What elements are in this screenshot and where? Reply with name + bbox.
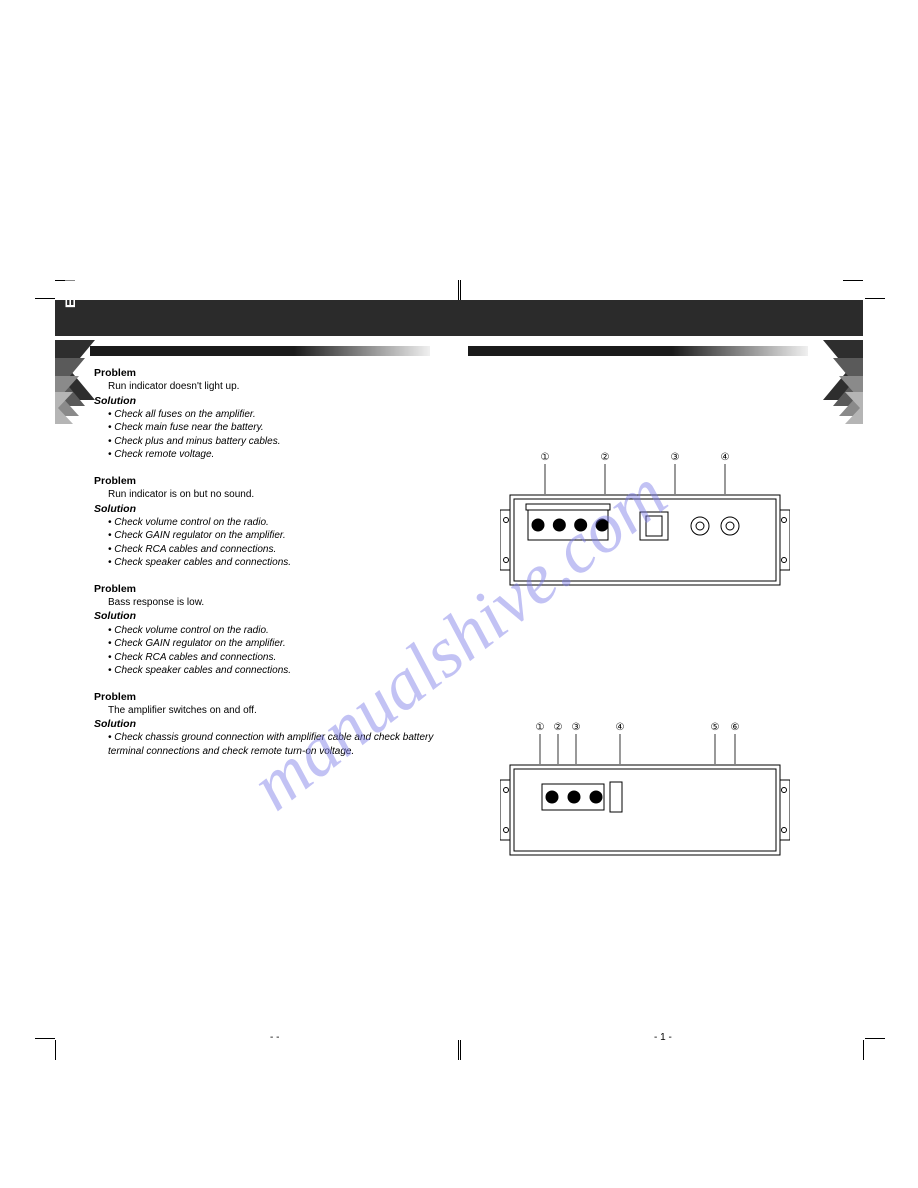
- problem-text: Bass response is low.: [94, 596, 454, 610]
- gradient-bar-right: [468, 346, 808, 356]
- svg-text:①: ①: [541, 452, 550, 463]
- solution-item: Check volume control on the radio.: [94, 516, 454, 530]
- crop-mark: [865, 1038, 885, 1039]
- troubleshooting-column: Problem Run indicator doesn't light up. …: [94, 366, 454, 770]
- problem-heading: Problem: [94, 690, 454, 704]
- crop-mark: [863, 1040, 864, 1060]
- solution-item: Check RCA cables and connections.: [94, 651, 454, 665]
- svg-text:⑥: ⑥: [731, 722, 740, 733]
- crop-mark: [460, 280, 461, 300]
- svg-text:⑤: ⑤: [711, 722, 720, 733]
- solution-item: Check speaker cables and connections.: [94, 556, 454, 570]
- svg-text:②: ②: [601, 452, 610, 463]
- crop-mark: [843, 280, 863, 281]
- solution-heading: Solution: [94, 609, 454, 623]
- svg-text:③: ③: [671, 452, 680, 463]
- svg-text:①: ①: [536, 722, 545, 733]
- solution-item: Check all fuses on the amplifier.: [94, 408, 454, 422]
- problem-text: Run indicator doesn't light up.: [94, 380, 454, 394]
- solution-item: Check plus and minus battery cables.: [94, 435, 454, 449]
- problem-block: Problem Bass response is low. Solution C…: [94, 582, 454, 678]
- problem-heading: Problem: [94, 582, 454, 596]
- page-number-right: - 1 -: [654, 1032, 672, 1043]
- crop-mark: [35, 298, 55, 299]
- solution-heading: Solution: [94, 717, 454, 731]
- amplifier-diagram-bottom: ①②③ ④ ⑤⑥: [500, 720, 790, 860]
- page-number-left: - -: [270, 1032, 279, 1043]
- solution-item: Check main fuse near the battery.: [94, 421, 454, 435]
- solution-item: Check volume control on the radio.: [94, 624, 454, 638]
- solution-item: Check remote voltage.: [94, 448, 454, 462]
- solution-item: Check chassis ground connection with amp…: [94, 731, 454, 758]
- svg-text:④: ④: [616, 722, 625, 733]
- crop-mark: [55, 1040, 56, 1060]
- problem-text: Run indicator is on but no sound.: [94, 488, 454, 502]
- problem-heading: Problem: [94, 366, 454, 380]
- header-band: [55, 300, 863, 336]
- language-label-left: English: [62, 257, 78, 308]
- crop-mark: [458, 280, 459, 300]
- solution-item: Check RCA cables and connections.: [94, 543, 454, 557]
- crop-mark: [460, 1040, 461, 1060]
- solution-item: Check GAIN regulator on the amplifier.: [94, 529, 454, 543]
- crop-mark: [865, 298, 885, 299]
- problem-block: Problem The amplifier switches on and of…: [94, 690, 454, 759]
- gradient-bar-left: [90, 346, 430, 356]
- solution-item: Check GAIN regulator on the amplifier.: [94, 637, 454, 651]
- solution-heading: Solution: [94, 502, 454, 516]
- crop-mark: [458, 1040, 459, 1060]
- svg-text:②: ②: [554, 722, 563, 733]
- svg-text:③: ③: [572, 722, 581, 733]
- solution-item: Check speaker cables and connections.: [94, 664, 454, 678]
- problem-block: Problem Run indicator is on but no sound…: [94, 474, 454, 570]
- problem-heading: Problem: [94, 474, 454, 488]
- solution-heading: Solution: [94, 394, 454, 408]
- svg-text:④: ④: [721, 452, 730, 463]
- problem-text: The amplifier switches on and off.: [94, 704, 454, 718]
- problem-block: Problem Run indicator doesn't light up. …: [94, 366, 454, 462]
- chevron-graphic-right: [803, 340, 863, 460]
- amplifier-diagram-top: ① ② ③ ④: [500, 450, 790, 590]
- crop-mark: [35, 1038, 55, 1039]
